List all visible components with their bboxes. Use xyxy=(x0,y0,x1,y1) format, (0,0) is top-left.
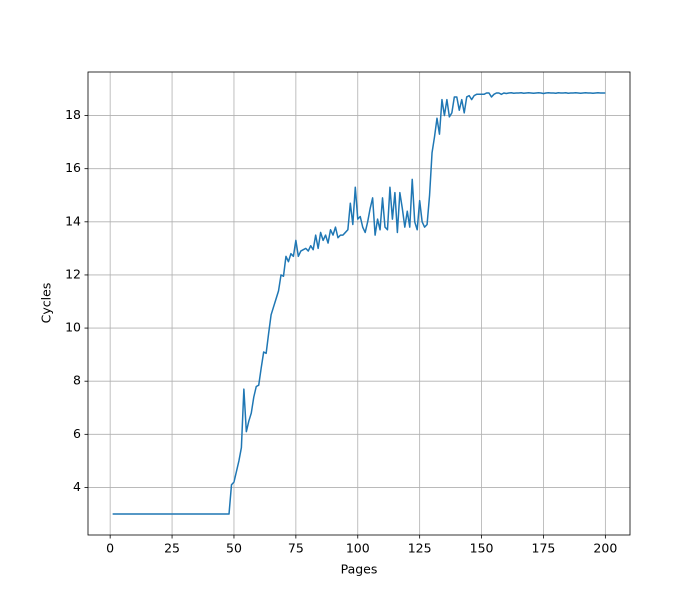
y-tick-label: 18 xyxy=(65,107,81,122)
x-tick-label: 200 xyxy=(593,541,617,556)
x-tick-label: 25 xyxy=(164,541,180,556)
x-tick-label: 50 xyxy=(226,541,242,556)
x-tick-label: 0 xyxy=(106,541,114,556)
x-tick-label: 75 xyxy=(288,541,304,556)
y-tick-label: 6 xyxy=(73,426,81,441)
x-tick-label: 150 xyxy=(470,541,494,556)
line xyxy=(112,91,606,515)
y-tick-label: 4 xyxy=(73,479,81,494)
plot-frame xyxy=(87,71,631,536)
x-axis-label: Pages xyxy=(341,562,378,577)
y-tick-label: 8 xyxy=(73,373,81,388)
x-tick-label: 175 xyxy=(532,541,556,556)
y-tick-label: 14 xyxy=(65,213,81,228)
y-tick-label: 16 xyxy=(65,160,81,175)
x-tick-label: 125 xyxy=(408,541,432,556)
y-tick-label: 10 xyxy=(65,320,81,335)
y-axis-label: Cycles xyxy=(39,283,54,324)
x-tick-label: 100 xyxy=(346,541,370,556)
y-tick-label: 12 xyxy=(65,266,81,281)
